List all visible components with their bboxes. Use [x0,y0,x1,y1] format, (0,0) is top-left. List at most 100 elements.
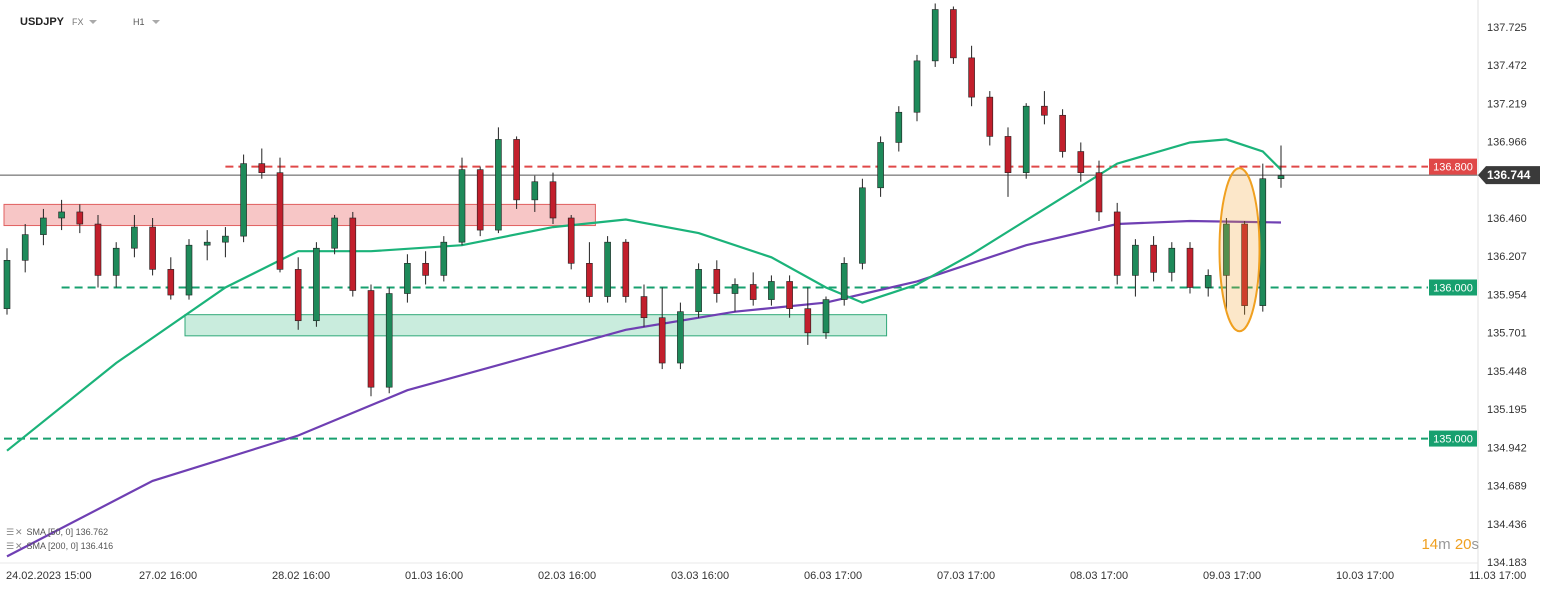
candle-bullish [440,241,448,276]
candle-bearish [1186,247,1194,288]
x-tick-label: 03.03 16:00 [671,570,729,582]
candle-bullish [913,60,921,113]
candle-bullish [1132,244,1139,276]
x-tick-label: 07.03 17:00 [937,570,995,582]
candle-bearish [294,269,302,322]
y-tick-label: 136.207 [1487,251,1527,263]
x-tick-label: 28.02 16:00 [272,570,330,582]
x-tick-label: 11.03 17:00 [1469,570,1526,582]
indicator-name: SMA [26,541,46,551]
x-tick-label: 06.03 17:00 [804,570,862,582]
indicator-remove-icon[interactable]: ✕ [15,541,23,551]
y-tick-label: 134.436 [1487,519,1527,531]
candle-bearish [1004,136,1012,173]
candle-bullish [1223,223,1230,276]
candle-bullish [1277,175,1285,180]
candle-bullish [1022,105,1030,173]
timeframe-label[interactable]: H1 [133,17,145,27]
candle-bearish [567,217,575,264]
market-label[interactable]: FX [72,17,84,27]
current-price-label: 136.744 [1487,168,1531,182]
y-tick-label: 136.966 [1487,137,1527,149]
y-tick-label: 134.689 [1487,481,1527,493]
candle-bullish [1259,178,1267,306]
candle-bearish [786,281,793,309]
candle-bullish [3,259,11,309]
indicator-params: [200, 0] [48,541,79,551]
indicator-settings-icon[interactable]: ☰ [6,541,15,551]
candle-bearish [586,263,593,297]
level-label: 136.800 [1433,162,1473,174]
candle-bullish [331,217,338,249]
candle-bullish [859,187,866,264]
candle-bullish [40,217,47,235]
candle-bullish [58,211,65,219]
indicator-params: [50, 0] [48,527,74,537]
x-tick-label: 09.03 17:00 [1203,570,1261,582]
y-tick-label: 135.954 [1487,289,1527,301]
symbol-title[interactable]: USDJPY [20,16,65,28]
candle-bullish [677,311,684,364]
y-tick-label: 134.183 [1487,557,1527,569]
candle-bearish [986,96,994,137]
indicator-sma-200[interactable]: ☰✕ SMA [200, 0] 136.416 [6,541,113,552]
indicator-settings-icon[interactable]: ☰ [6,527,15,537]
candle-bullish [185,244,193,296]
candle-bullish [604,241,611,297]
countdown-minutes-unit: m [1438,536,1451,553]
sma-50-line [6,138,1282,452]
candle-bearish [276,172,284,270]
sma-200-line [6,219,1282,558]
indicator-value: 136.762 [75,527,109,537]
candle-bearish [549,181,557,219]
candle-bearish [94,223,102,276]
candle-bullish [768,281,775,300]
candle-bullish [112,247,120,276]
indicator-remove-icon[interactable]: ✕ [15,527,23,537]
indicator-sma-50[interactable]: ☰✕ SMA [50, 0] 136.762 [6,527,108,538]
indicator-name: SMA [26,527,46,537]
y-tick-label: 137.472 [1487,60,1527,72]
current-price-label-bg [1478,166,1540,185]
resistance-zone [3,203,596,227]
candle-bearish [367,290,375,388]
candle-bearish [804,308,812,334]
candle-bearish [968,57,975,98]
candle-bearish [76,211,84,225]
level-label-bg [1429,430,1477,447]
candle-bullish [240,163,247,237]
candle-bullish [404,263,411,294]
level-label: 136.000 [1433,282,1473,294]
candle-countdown: 14m 20s [1421,536,1479,553]
market-dropdown-icon[interactable] [89,20,97,24]
candle-bearish [149,226,156,270]
candle-bullish [313,247,320,322]
y-tick-label: 135.701 [1487,328,1527,340]
y-tick-label: 135.448 [1487,366,1527,378]
x-tick-label: 08.03 17:00 [1070,570,1128,582]
x-tick-label: 27.02 16:00 [139,570,197,582]
candle-bullish [931,9,939,62]
candle-bearish [422,263,429,276]
timeframe-dropdown-icon[interactable] [152,20,160,24]
countdown-seconds-unit: s [1471,536,1480,553]
candle-bullish [1204,275,1212,288]
candle-bullish [895,111,903,143]
candle-bearish [1241,223,1248,306]
indicator-value: 136.416 [80,541,114,551]
level-label-bg [1429,279,1477,296]
candle-bullish [840,263,848,300]
countdown-seconds: 20 [1454,536,1472,553]
y-tick-label: 136.460 [1487,213,1527,225]
x-tick-label: 01.03 16:00 [405,570,463,582]
support-zone [184,314,888,337]
y-tick-label: 135.195 [1487,404,1527,416]
candle-bearish [167,269,175,296]
candle-bearish [1150,244,1157,273]
candle-bearish [1041,105,1048,116]
candle-bullish [21,234,29,261]
level-label: 135.000 [1433,434,1473,446]
candle-bearish [1095,172,1103,213]
